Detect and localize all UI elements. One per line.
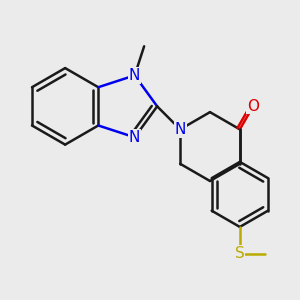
Text: S: S bbox=[235, 246, 245, 261]
Text: N: N bbox=[129, 130, 140, 145]
Text: N: N bbox=[129, 68, 140, 83]
Text: O: O bbox=[247, 99, 259, 114]
Text: N: N bbox=[175, 122, 186, 137]
